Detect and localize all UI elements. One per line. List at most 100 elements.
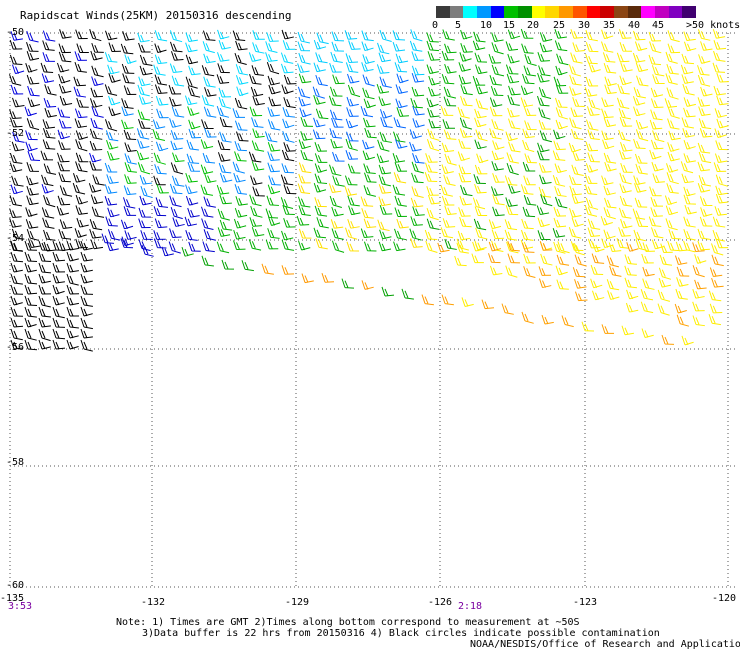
wind-barb: [90, 50, 103, 61]
wind-barb: [537, 150, 550, 161]
wind-barb: [91, 206, 105, 218]
wind-barb: [42, 30, 56, 42]
wind-barb: [186, 153, 200, 164]
wind-barb: [201, 255, 214, 267]
wind-barb: [201, 218, 214, 230]
wind-barb: [235, 196, 248, 206]
wind-barb: [203, 76, 216, 88]
wind-barb: [489, 75, 502, 86]
wind-barb: [43, 163, 57, 175]
wind-barb: [107, 229, 121, 241]
wind-barb: [681, 173, 694, 184]
wind-barb: [9, 208, 22, 219]
wind-barb: [66, 284, 80, 295]
wind-barb: [137, 162, 151, 175]
wind-barb: [314, 142, 327, 152]
wind-barb: [651, 227, 664, 239]
wind-barb: [66, 240, 79, 251]
wind-barb: [459, 195, 472, 206]
wind-barb: [282, 130, 295, 143]
wind-barb: [428, 118, 441, 129]
wind-barb: [588, 97, 601, 110]
wind-barb: [635, 239, 648, 252]
wind-barb: [153, 64, 166, 76]
wind-barb: [138, 118, 151, 129]
wind-barb: [606, 255, 620, 268]
wind-barb: [712, 229, 725, 242]
wind-barb: [169, 183, 183, 195]
legend-swatch: [627, 6, 642, 18]
wind-barb: [584, 87, 598, 97]
credit-text: NOAA/NESDIS/Office of Research and Appli…: [470, 639, 740, 650]
wind-barb: [475, 98, 489, 110]
wind-barb: [348, 40, 361, 50]
wind-barb: [234, 120, 248, 131]
wind-barb: [57, 129, 70, 140]
wind-barb: [44, 84, 57, 96]
wind-barb: [345, 62, 359, 73]
wind-barb: [315, 52, 328, 64]
wind-barb: [282, 107, 296, 118]
wind-barb: [506, 162, 519, 176]
wind-barb: [539, 32, 553, 42]
wind-barb: [24, 240, 38, 251]
wind-barb: [314, 153, 328, 163]
wind-barb: [52, 328, 66, 340]
wind-barb: [139, 175, 153, 185]
wind-barb: [442, 218, 456, 228]
wind-barb: [521, 43, 534, 54]
wind-barb: [395, 98, 408, 109]
wind-barb: [572, 243, 585, 256]
wind-barb: [282, 118, 295, 129]
wind-barb: [297, 31, 310, 44]
wind-barb: [26, 175, 39, 186]
wind-barb: [236, 86, 249, 97]
wind-barb: [233, 229, 246, 240]
wind-barb: [123, 206, 137, 216]
wind-barb: [298, 96, 311, 107]
wind-barb: [217, 140, 231, 151]
wind-barb: [332, 175, 345, 187]
wind-barb: [89, 128, 103, 140]
wind-barb: [394, 228, 407, 241]
wind-barb: [10, 117, 23, 128]
wind-barb: [650, 139, 664, 150]
wind-barb: [38, 306, 51, 318]
lon-label-129: -129: [285, 597, 310, 608]
wind-barb: [491, 42, 504, 55]
wind-barb: [507, 29, 521, 40]
wind-barb: [474, 139, 487, 150]
wind-barb: [410, 97, 423, 109]
wind-barb: [221, 259, 235, 270]
wind-barb: [472, 75, 486, 86]
wind-barb: [393, 117, 406, 129]
wind-barb: [536, 205, 550, 216]
wind-barb: [555, 265, 568, 276]
wind-barb: [104, 196, 118, 206]
wind-barb: [603, 117, 616, 128]
lon-label-120: -120: [712, 593, 737, 604]
wind-barb: [553, 140, 566, 151]
wind-barb: [297, 41, 311, 52]
wind-barb: [393, 172, 407, 184]
legend-tick-label: 40: [628, 20, 641, 31]
wind-barb: [652, 173, 665, 183]
wind-barb: [280, 174, 294, 186]
wind-barb: [641, 253, 654, 264]
wind-barb: [169, 195, 182, 208]
wind-barb: [427, 194, 441, 205]
wind-barb: [601, 108, 614, 119]
wind-barb: [345, 53, 359, 63]
wind-barb: [715, 238, 729, 249]
wind-barb: [344, 186, 358, 196]
wind-barb: [296, 215, 310, 226]
wind-barb: [137, 139, 150, 149]
wind-barb: [346, 107, 359, 117]
wind-barb: [553, 217, 567, 228]
wind-barb: [202, 241, 215, 253]
wind-barb: [90, 117, 103, 130]
wind-barb: [185, 32, 198, 43]
wind-barb: [107, 64, 120, 75]
wind-barb: [715, 193, 729, 204]
wind-barb: [169, 228, 182, 238]
